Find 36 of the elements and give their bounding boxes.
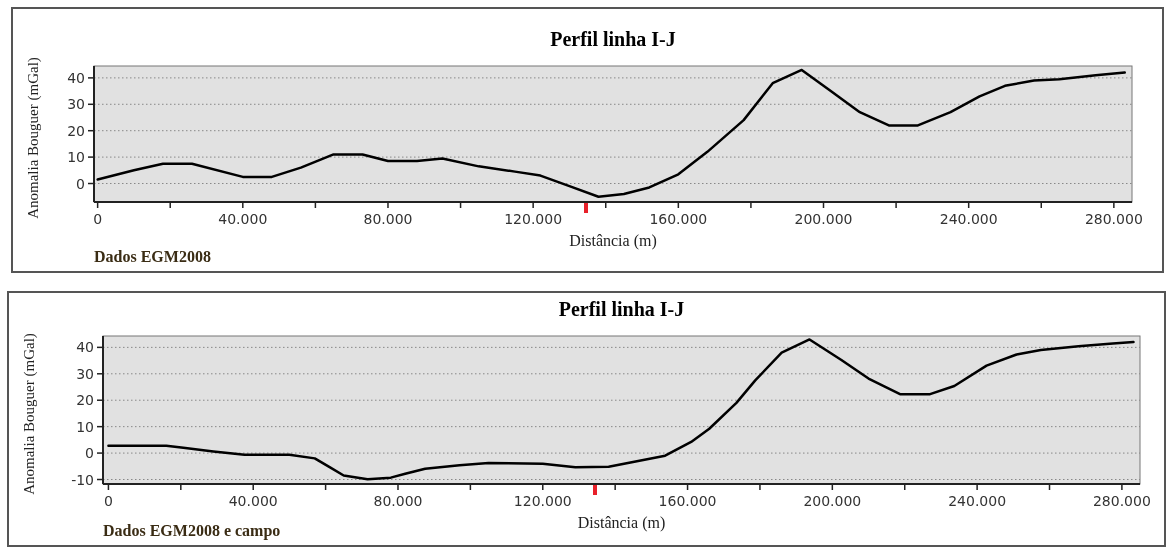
y-axis-title: Anomalia Bouguer (mGal) xyxy=(25,57,42,219)
x-tick-label: 40.000 xyxy=(228,493,278,509)
y-tick-label: 0 xyxy=(76,175,85,192)
x-tick-label: 160.000 xyxy=(649,211,708,227)
text: Dados EGM2008 xyxy=(94,248,211,265)
x-tick-label: 80.000 xyxy=(373,493,423,509)
x-axis-title: Distância (m) xyxy=(569,232,657,250)
y-tick-label: 20 xyxy=(76,392,94,409)
line-series xyxy=(107,338,1135,481)
chart-title: Perfil linha I-J xyxy=(550,28,676,50)
y-tick-label: -10 xyxy=(71,471,94,488)
y-tick-label: 20 xyxy=(67,122,85,139)
x-axis-title: Distância (m) xyxy=(577,514,666,532)
y-tick-label: 30 xyxy=(67,96,85,113)
y-tick-label: 0 xyxy=(85,445,94,462)
x-tick-label: 120.000 xyxy=(513,493,572,509)
x-tick-label: 160.000 xyxy=(658,493,717,509)
x-tick-label: 280.000 xyxy=(1084,211,1143,227)
x-tick-label: 240.000 xyxy=(939,211,998,227)
x-tick-label: 120.000 xyxy=(504,211,563,227)
y-tick-label: 40 xyxy=(67,69,85,86)
x-tick-label: 280.000 xyxy=(1092,493,1151,509)
x-tick-label: 200.000 xyxy=(794,211,853,227)
y-tick-label: 30 xyxy=(76,365,94,382)
line-series xyxy=(96,68,1126,198)
text: Dados EGM2008 e campo xyxy=(103,522,281,540)
x-tick-label: 0 xyxy=(103,493,113,509)
x-tick-label: 80.000 xyxy=(363,211,413,227)
chart-title: Perfil linha I-J xyxy=(558,298,685,320)
y-tick-label: 10 xyxy=(67,149,85,166)
y-tick-label: 10 xyxy=(76,418,94,435)
y-tick-label: 40 xyxy=(76,339,94,356)
x-tick-label: 240.000 xyxy=(948,493,1007,509)
x-tick-label: 40.000 xyxy=(218,211,268,227)
y-axis-title: Anomalia Bouguer (mGal) xyxy=(21,333,38,495)
x-tick-label: 200.000 xyxy=(803,493,862,509)
